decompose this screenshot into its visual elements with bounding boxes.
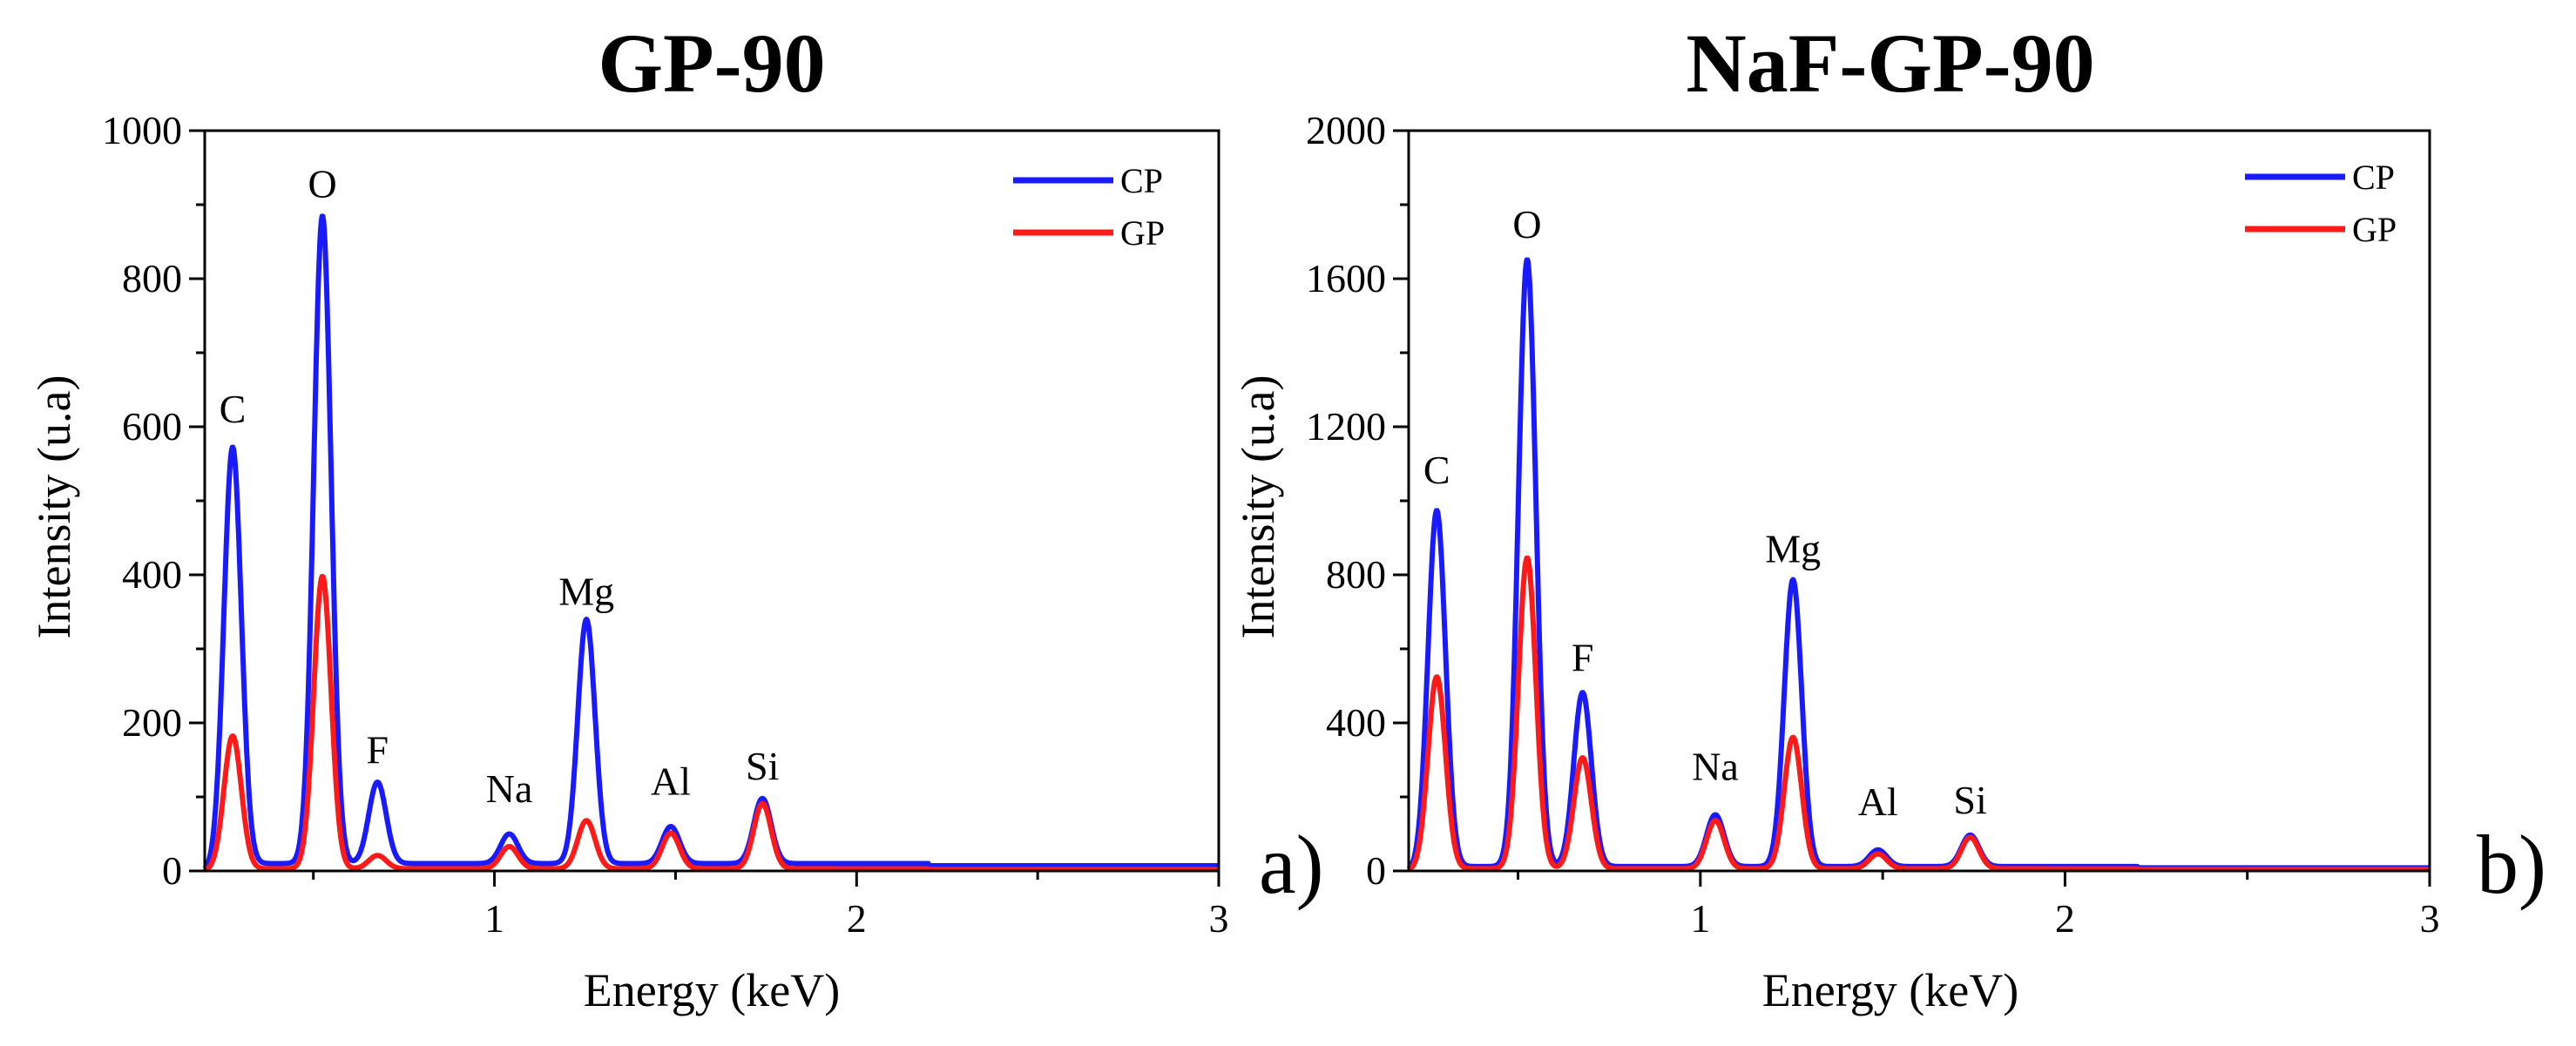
y-tick-label: 400: [1326, 700, 1386, 745]
y-tick-label: 1000: [102, 108, 182, 152]
peak-label-na: Na: [1692, 745, 1739, 789]
peak-label-si: Si: [746, 744, 779, 788]
x-tick-label: 2: [2055, 896, 2075, 941]
legend-label-gp: GP: [1120, 213, 1165, 253]
y-tick-label: 800: [1326, 552, 1386, 597]
plot-frame: [203, 129, 1220, 873]
peak-label-o: O: [1512, 202, 1541, 246]
peak-label-o: O: [308, 161, 336, 206]
chart-gp-90: GP-90 Energy (keV) Intensity (u.a) a) 0 2…: [28, 17, 1324, 1016]
panel-label: b): [2477, 818, 2546, 911]
x-axis-label: Energy (keV): [584, 964, 840, 1016]
legend: CP GP: [2245, 158, 2397, 249]
x-tick-label: 3: [2420, 896, 2440, 941]
peak-label-al: Al: [1858, 779, 1898, 824]
legend-label-gp: GP: [2352, 210, 2397, 249]
y-axis-label: Intensity (u.a): [1232, 375, 1284, 639]
series-line-cp: [1406, 257, 2432, 871]
x-tick-label: 2: [847, 896, 867, 941]
x-tick-label: 1: [1690, 896, 1710, 941]
y-tick-label: 0: [1366, 848, 1386, 893]
peak-label-al: Al: [651, 759, 691, 804]
peak-label-si: Si: [1953, 778, 1986, 822]
legend: CP GP: [1013, 161, 1165, 253]
y-tick-label: 2000: [1306, 108, 1386, 152]
panel-label: a): [1259, 818, 1324, 911]
chart-naf-gp-90: NaF-GP-90 Energy (keV) Intensity (u.a) b…: [1232, 17, 2546, 1016]
peak-label-na: Na: [486, 766, 533, 811]
y-tick-label: 600: [122, 404, 182, 449]
peak-label-c: C: [220, 387, 247, 431]
x-tick-label: 3: [1209, 896, 1229, 941]
x-tick-label: 1: [484, 896, 504, 941]
legend-label-cp: CP: [1120, 161, 1163, 200]
series-line-gp: [202, 574, 1221, 873]
series-line-gp: [1406, 555, 2432, 873]
legend-label-cp: CP: [2352, 158, 2395, 197]
series-line-cp: [202, 213, 1221, 871]
peak-label-f: F: [366, 728, 389, 773]
y-tick-label: 1200: [1306, 404, 1386, 449]
y-tick-label: 200: [122, 700, 182, 745]
chart-title: GP-90: [598, 17, 825, 110]
plot-frame: [1407, 129, 2431, 873]
peak-label-mg: Mg: [1765, 527, 1821, 571]
y-tick-label: 400: [122, 552, 182, 597]
y-tick-label: 800: [122, 256, 182, 300]
y-axis-label: Intensity (u.a): [28, 375, 80, 639]
x-axis-label: Energy (keV): [1762, 964, 2018, 1016]
peak-label-c: C: [1423, 448, 1450, 492]
chart-title: NaF-GP-90: [1686, 17, 2094, 110]
peak-label-f: F: [1572, 635, 1594, 679]
y-tick-label: 1600: [1306, 256, 1386, 300]
peak-label-mg: Mg: [558, 570, 614, 614]
y-tick-label: 0: [162, 848, 182, 893]
